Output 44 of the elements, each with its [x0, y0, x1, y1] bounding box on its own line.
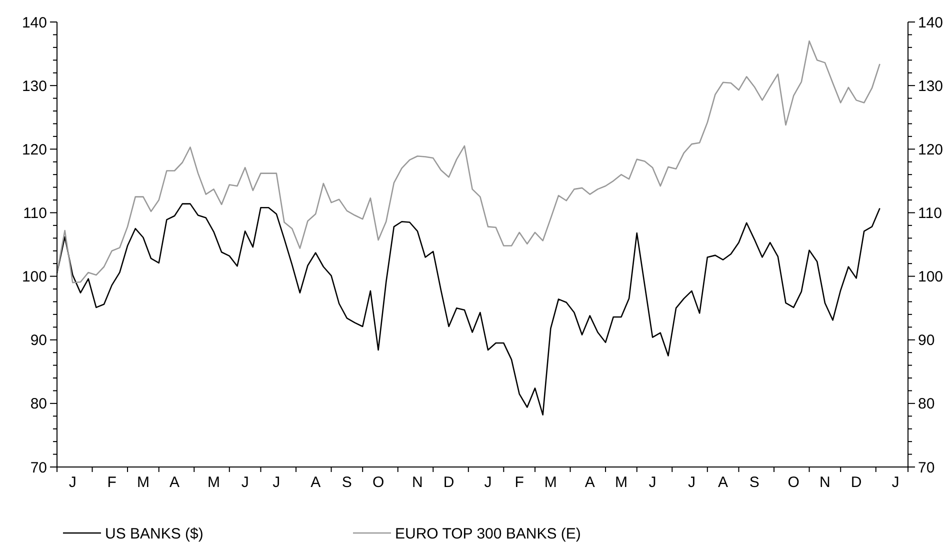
x-tick-label: M — [614, 474, 628, 491]
legend-label: EURO TOP 300 BANKS (E) — [395, 525, 581, 542]
x-tick-label: A — [310, 474, 321, 491]
y-tick-label: 130 — [22, 78, 47, 95]
x-tick-label: J — [272, 474, 280, 491]
x-tick-label: O — [788, 474, 800, 491]
x-tick-label: M — [544, 474, 557, 491]
y-tick-label: 90 — [30, 332, 47, 350]
x-tick-label: J — [892, 474, 900, 491]
x-tick-label: A — [584, 474, 595, 491]
x-tick-label: J — [68, 474, 76, 491]
x-tick-label: F — [107, 474, 116, 491]
y2-tick-label: 120 — [918, 141, 944, 158]
legend-label: US BANKS ($) — [105, 525, 204, 542]
x-tick-label: M — [207, 474, 220, 491]
y-tick-label: 80 — [30, 396, 47, 413]
x-tick-label: O — [372, 474, 384, 491]
x-tick-label: A — [170, 474, 180, 491]
line-series — [56, 40, 880, 284]
y-tick-label: 110 — [23, 204, 47, 222]
x-tick-label: J — [241, 474, 249, 491]
x-tick-label: D — [443, 474, 454, 491]
y2-tick-label: 130 — [918, 78, 944, 95]
y-tick-label: 120 — [22, 141, 47, 158]
x-tick-label: N — [820, 474, 830, 491]
y2-tick-label: 140 — [918, 14, 944, 32]
y2-tick-label: 70 — [918, 459, 935, 476]
x-tick-label: N — [412, 474, 423, 491]
x-tick-label: F — [514, 474, 524, 491]
y-tick-label: 140 — [22, 14, 47, 32]
y-tick-label: 70 — [30, 459, 47, 476]
y-tick-label: 100 — [22, 268, 47, 286]
y2-tick-label: 90 — [918, 332, 935, 350]
x-tick-label: D — [850, 474, 862, 491]
x-tick-label: S — [342, 474, 352, 491]
y2-tick-label: 100 — [918, 268, 944, 286]
x-tick-label: A — [718, 474, 728, 491]
x-tick-label: S — [749, 474, 760, 491]
x-tick-label: J — [484, 474, 492, 491]
x-tick-label: J — [688, 474, 696, 491]
y2-tick-label: 110 — [918, 204, 942, 222]
y2-tick-label: 80 — [918, 396, 935, 413]
x-tick-label: M — [136, 474, 150, 491]
x-tick-label: J — [648, 474, 656, 491]
